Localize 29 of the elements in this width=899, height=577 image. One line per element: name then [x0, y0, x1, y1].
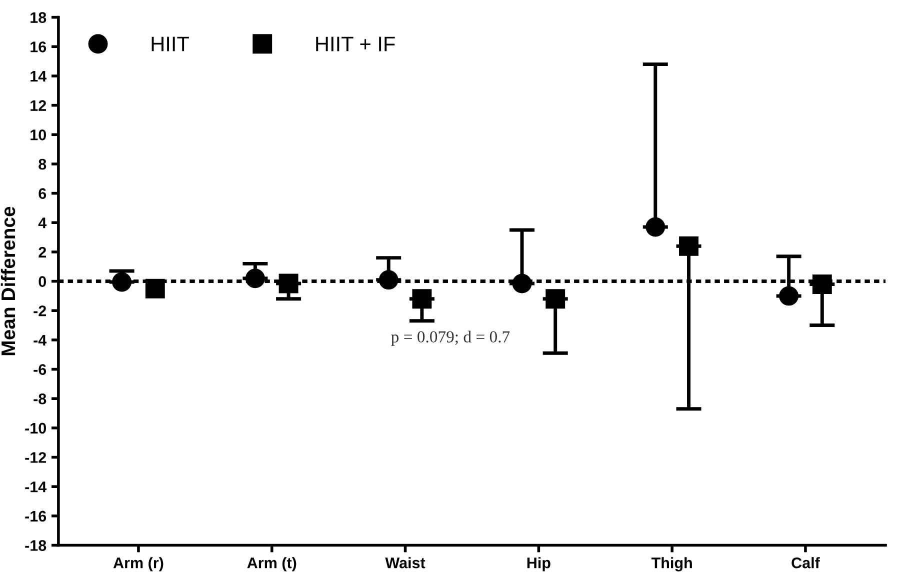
x-tick-label: Arm (r): [113, 557, 164, 572]
y-tick-label: -2: [34, 305, 46, 316]
y-tick-label: 4: [38, 218, 47, 228]
y-tick-label: 12: [30, 100, 46, 111]
legend-label: HIIT + IF: [316, 36, 395, 52]
x-tick-label: Thigh: [651, 557, 692, 572]
y-tick-label: 6: [38, 188, 46, 199]
y-tick-label: 14: [30, 70, 47, 82]
x-tick-label: Arm (t): [247, 557, 296, 572]
y-tick-label: 10: [30, 130, 46, 140]
y-tick-label: 8: [38, 158, 46, 170]
annotation: p = 0.079; d = 0.7: [391, 330, 510, 346]
y-tick-label: -8: [34, 393, 46, 404]
y-tick-label: -18: [25, 540, 46, 551]
y-tick-label: -16: [25, 510, 46, 522]
y-tick-label: 16: [30, 42, 46, 52]
x-tick-label: Waist: [385, 557, 426, 568]
y-tick-label: 18: [30, 12, 46, 23]
x-tick-label: Calf: [792, 557, 820, 568]
y-tick-label: 0: [38, 276, 46, 287]
y-axis-title: Mean Difference: [0, 206, 16, 356]
y-tick-label: -14: [25, 482, 47, 492]
x-tick-label: Hip: [527, 557, 550, 572]
y-tick-label: -6: [34, 364, 46, 375]
y-tick-label: -4: [34, 334, 47, 346]
y-tick-label: -12: [25, 452, 46, 463]
y-tick-label: 2: [38, 246, 46, 258]
legend-label: HIIT: [152, 36, 189, 52]
y-tick-label: -10: [25, 422, 46, 434]
